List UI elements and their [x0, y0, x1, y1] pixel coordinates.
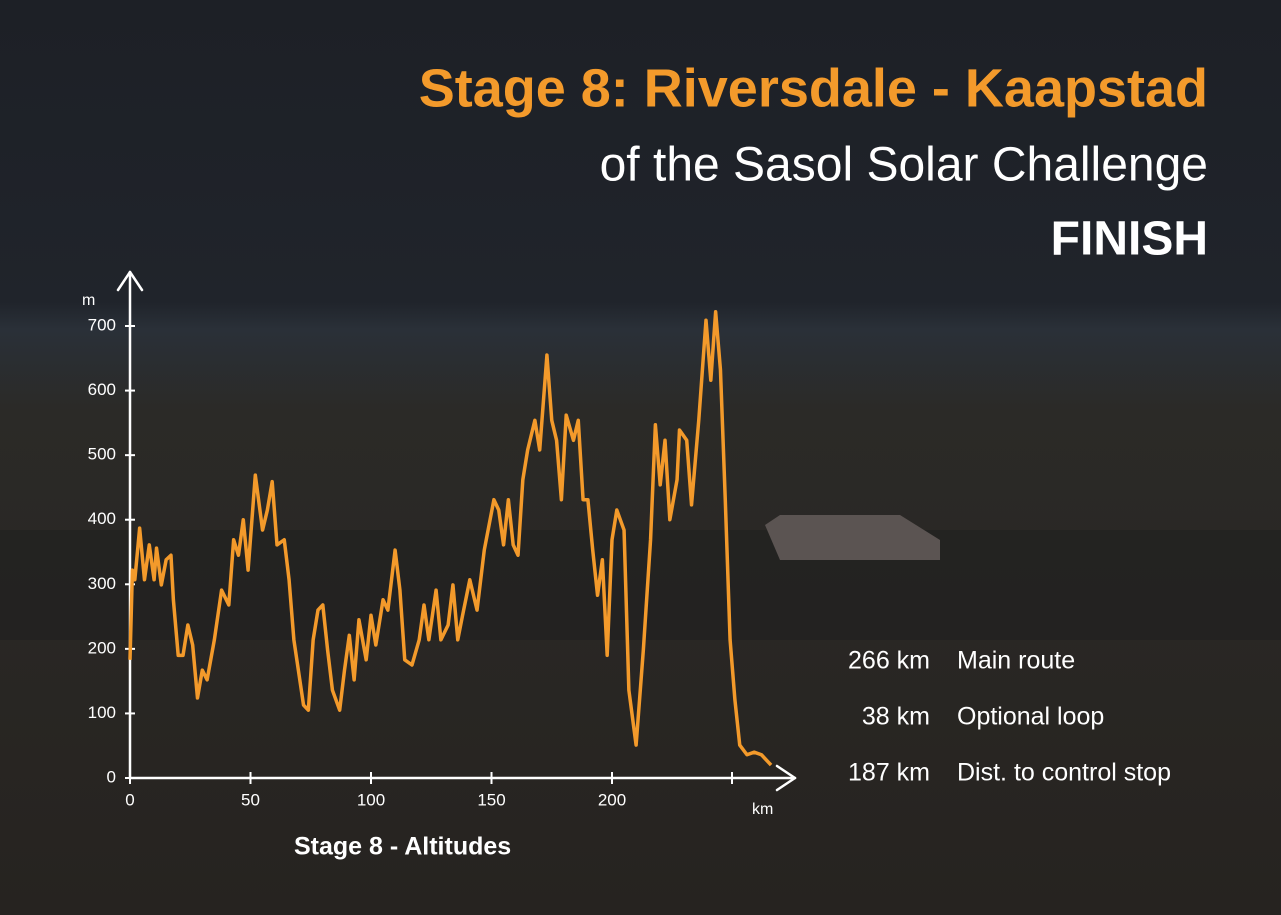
y-tick-label: 400: [88, 509, 116, 528]
x-tick-label: 0: [125, 790, 134, 809]
y-tick-label: 600: [88, 380, 116, 399]
x-tick-label: 150: [477, 790, 505, 809]
x-tick-label: 200: [598, 790, 626, 809]
x-axis-label: km: [752, 801, 773, 818]
y-tick-label: 200: [88, 638, 116, 657]
y-tick-label: 0: [107, 767, 116, 786]
stat-amount: 38 km: [862, 703, 930, 731]
x-axis-arrow: [775, 764, 797, 792]
stat-label: Main route: [957, 647, 1075, 675]
solar-car: [765, 515, 940, 560]
x-tick-label: 50: [241, 790, 260, 809]
x-tick-label: 100: [357, 790, 385, 809]
stat-label: Dist. to control stop: [957, 759, 1171, 787]
y-tick-label: 100: [88, 703, 116, 722]
stat-label: Optional loop: [957, 703, 1104, 731]
stat-amount: 187 km: [848, 759, 930, 787]
y-axis-label: m: [82, 292, 95, 309]
y-tick-label: 300: [88, 574, 116, 593]
chart-subtitle: of the Sasol Solar Challenge: [600, 139, 1208, 192]
status: FINISH: [1051, 213, 1208, 266]
chart-title: Stage 8: Riversdale - Kaapstad: [419, 58, 1208, 118]
y-tick-label: 500: [88, 445, 116, 464]
stat-amount: 266 km: [848, 647, 930, 675]
altitude-line: [128, 310, 773, 767]
y-axis-arrow: [116, 270, 144, 292]
road: [0, 530, 1281, 640]
caption: Stage 8 - Altitudes: [294, 833, 511, 861]
y-tick-label: 700: [88, 315, 116, 334]
